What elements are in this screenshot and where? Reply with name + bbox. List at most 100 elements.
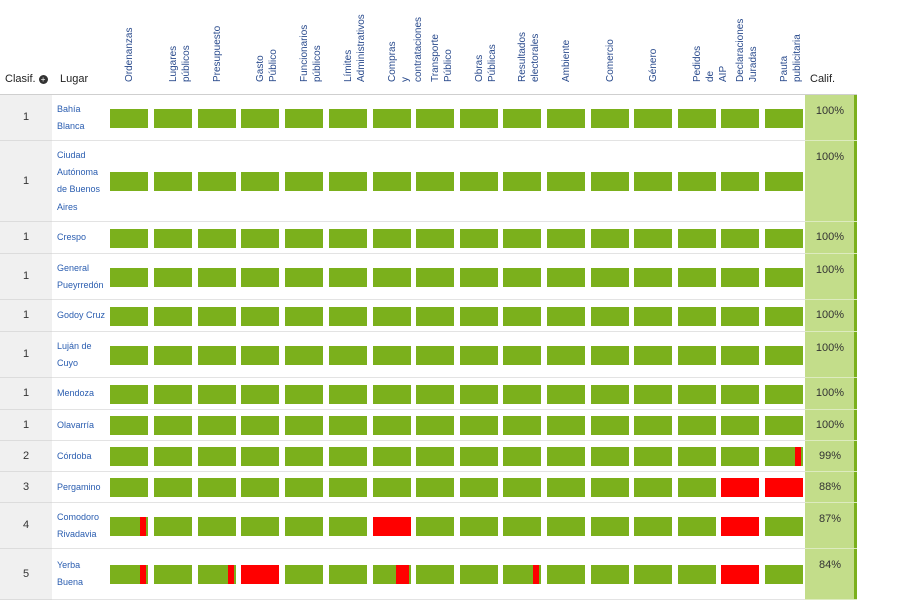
green-bar xyxy=(198,565,236,584)
score-cell xyxy=(591,172,629,191)
column-header-line: Resultados xyxy=(517,31,528,82)
score-cell xyxy=(416,345,454,365)
green-bar xyxy=(285,109,323,128)
place-link[interactable]: Pergamino xyxy=(57,479,107,496)
score-cell xyxy=(765,306,803,326)
green-bar xyxy=(285,516,323,536)
place-link[interactable]: Olavarría xyxy=(57,417,107,434)
green-bar xyxy=(547,172,585,191)
score-cell xyxy=(678,172,716,191)
score-cell xyxy=(634,478,672,497)
score-cell xyxy=(373,478,411,497)
green-bar xyxy=(634,306,672,326)
green-bar xyxy=(241,172,279,191)
score-cell xyxy=(285,565,323,584)
score-cell xyxy=(198,306,236,326)
place-link[interactable]: Yerba Buena xyxy=(57,557,107,592)
column-header-line: publicitaria xyxy=(792,34,803,82)
score-cell xyxy=(198,109,236,128)
score-cell xyxy=(460,228,498,248)
place-link[interactable]: Comodoro Rivadavia xyxy=(57,509,107,544)
place-link[interactable]: Bahía Blanca xyxy=(57,101,107,136)
score-cell xyxy=(373,109,411,128)
score-cell xyxy=(241,447,279,466)
score-cell xyxy=(547,478,585,497)
red-bar xyxy=(140,565,146,584)
score-cell xyxy=(634,228,672,248)
green-bar xyxy=(416,384,454,404)
green-bar xyxy=(154,478,192,497)
green-bar xyxy=(591,306,629,326)
green-bar xyxy=(678,416,716,435)
score-divider xyxy=(805,440,857,441)
row-divider xyxy=(52,377,806,378)
green-bar xyxy=(416,306,454,326)
score-cell xyxy=(765,416,803,435)
score-cell xyxy=(416,416,454,435)
rank-value: 1 xyxy=(22,309,30,321)
place-link[interactable]: Luján de Cuyo xyxy=(57,338,107,373)
score-cell xyxy=(285,345,323,365)
place-link[interactable]: Godoy Cruz xyxy=(57,307,107,324)
green-bar xyxy=(154,109,192,128)
score-cell xyxy=(591,345,629,365)
score-cell xyxy=(721,447,759,466)
place-link[interactable]: Ciudad Autónoma de Buenos Aires xyxy=(57,147,107,216)
rank-cell xyxy=(0,141,52,222)
score-cell xyxy=(285,306,323,326)
score-cell xyxy=(154,267,192,287)
column-header: Lugares públicos xyxy=(167,45,193,82)
column-header: Resultados electorales xyxy=(516,32,542,82)
score-cell xyxy=(765,565,803,584)
score-cell xyxy=(373,267,411,287)
green-bar xyxy=(678,565,716,584)
score-value: 100% xyxy=(815,231,845,243)
column-header: Pauta publicitaria xyxy=(778,34,804,82)
score-cell xyxy=(110,565,148,584)
row-divider xyxy=(52,502,806,503)
place-link[interactable]: Crespo xyxy=(57,229,107,246)
score-cell xyxy=(416,306,454,326)
column-header-line: Obras xyxy=(474,54,485,82)
rank-cell xyxy=(0,332,52,378)
place-line: Pergamino xyxy=(57,481,101,492)
place-link[interactable]: Córdoba xyxy=(57,448,107,465)
score-cell xyxy=(547,516,585,536)
green-bar xyxy=(154,267,192,287)
green-bar xyxy=(285,267,323,287)
green-bar xyxy=(634,565,672,584)
green-bar xyxy=(721,416,759,435)
green-bar xyxy=(503,447,541,466)
place-link[interactable]: General Pueyrredón xyxy=(57,260,107,295)
clasif-header[interactable]: Clasif. + xyxy=(5,73,48,85)
green-bar xyxy=(460,384,498,404)
green-bar xyxy=(416,516,454,536)
score-cell xyxy=(678,384,716,404)
place-link[interactable]: Mendoza xyxy=(57,385,107,402)
green-bar xyxy=(678,172,716,191)
green-bar xyxy=(765,416,803,435)
rank-value: 4 xyxy=(22,519,30,531)
green-bar xyxy=(591,447,629,466)
green-bar xyxy=(373,384,411,404)
score-cell xyxy=(547,565,585,584)
score-cell xyxy=(110,267,148,287)
green-bar xyxy=(678,447,716,466)
score-cell xyxy=(721,478,759,497)
green-bar xyxy=(285,565,323,584)
green-bar xyxy=(329,478,367,497)
place-line: Pueyrredón xyxy=(57,279,104,290)
green-bar xyxy=(285,172,323,191)
place-line: Aires xyxy=(57,201,78,212)
place-line: Crespo xyxy=(57,232,87,243)
score-column xyxy=(805,95,857,600)
green-bar xyxy=(241,478,279,497)
score-cell xyxy=(591,565,629,584)
sort-icon[interactable]: + xyxy=(38,75,48,84)
red-bar xyxy=(721,565,759,584)
column-header-line: Gasto xyxy=(255,55,266,82)
score-cell xyxy=(591,267,629,287)
score-cell xyxy=(198,565,236,584)
score-cell xyxy=(634,267,672,287)
red-bar xyxy=(533,565,539,584)
